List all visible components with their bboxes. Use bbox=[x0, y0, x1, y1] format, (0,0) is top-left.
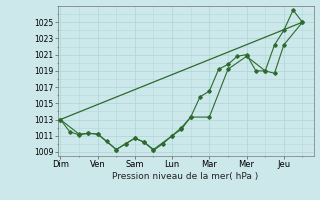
X-axis label: Pression niveau de la mer( hPa ): Pression niveau de la mer( hPa ) bbox=[112, 172, 259, 181]
